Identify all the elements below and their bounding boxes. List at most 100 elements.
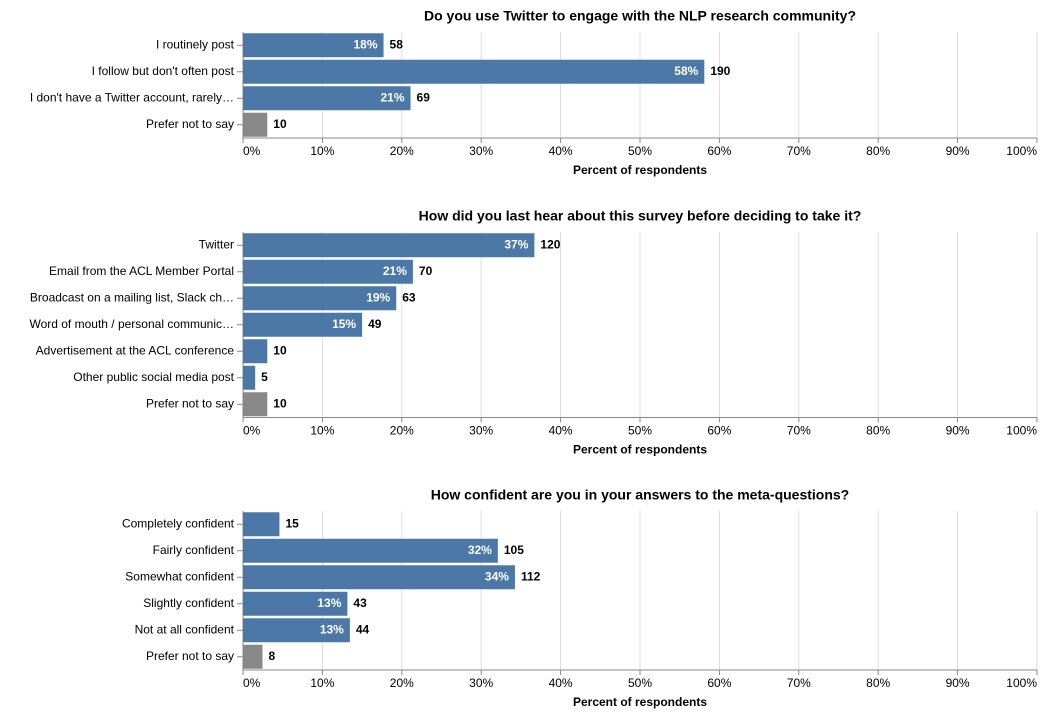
y-tick-label: Word of mouth / personal communic…	[29, 317, 234, 331]
value-label: 15%	[332, 317, 356, 331]
count-label: 70	[419, 264, 433, 278]
x-tick-label: 100%	[1006, 424, 1037, 438]
bar	[243, 112, 268, 137]
x-tick-label: 10%	[310, 144, 334, 158]
y-tick-label: Somewhat confident	[125, 569, 234, 583]
x-tick-label: 90%	[946, 424, 970, 438]
x-tick-label: 100%	[1006, 676, 1037, 690]
bar	[243, 33, 384, 58]
bar	[243, 512, 280, 537]
chart-title: How did you last hear about this survey …	[419, 208, 862, 224]
count-label: 105	[504, 543, 524, 557]
bar	[243, 233, 535, 258]
value-label: 13%	[320, 622, 344, 636]
bar	[243, 365, 256, 390]
x-tick-label: 100%	[1006, 144, 1037, 158]
x-tick-label: 10%	[310, 676, 334, 690]
x-tick-label: 50%	[628, 144, 652, 158]
x-tick-label: 20%	[390, 676, 414, 690]
y-tick-label: Completely confident	[122, 516, 235, 530]
value-label: 58%	[674, 64, 698, 78]
count-label: 10	[273, 343, 287, 357]
bar	[243, 86, 411, 111]
y-tick-label: Prefer not to say	[146, 396, 234, 410]
y-tick-label: Other public social media post	[73, 370, 234, 384]
x-tick-label: 30%	[469, 144, 493, 158]
count-label: 5	[261, 370, 268, 384]
y-tick-label: I routinely post	[156, 37, 235, 51]
bar	[243, 591, 348, 616]
x-tick-label: 10%	[310, 424, 334, 438]
bar	[243, 565, 515, 590]
count-label: 8	[268, 649, 275, 663]
value-label: 34%	[485, 569, 509, 583]
count-label: 43	[353, 596, 367, 610]
count-label: 190	[710, 64, 730, 78]
count-label: 49	[368, 317, 382, 331]
bar	[243, 312, 363, 337]
x-tick-label: 70%	[787, 424, 811, 438]
bar	[243, 59, 705, 84]
x-tick-label: 50%	[628, 676, 652, 690]
x-tick-label: 60%	[707, 144, 731, 158]
x-tick-label: 0%	[243, 144, 261, 158]
x-tick-label: 80%	[866, 676, 890, 690]
bar	[243, 259, 413, 284]
x-axis-title: Percent of respondents	[573, 695, 707, 709]
count-label: 10	[273, 396, 287, 410]
x-tick-label: 60%	[707, 676, 731, 690]
y-tick-label: Advertisement at the ACL conference	[36, 343, 235, 357]
chart-title: How confident are you in your answers to…	[431, 487, 850, 503]
x-tick-label: 90%	[946, 676, 970, 690]
x-tick-label: 80%	[866, 144, 890, 158]
x-tick-label: 20%	[390, 144, 414, 158]
x-tick-label: 60%	[707, 424, 731, 438]
x-tick-label: 20%	[390, 424, 414, 438]
y-tick-label: Prefer not to say	[146, 117, 234, 131]
x-tick-label: 0%	[243, 676, 261, 690]
x-tick-label: 70%	[787, 676, 811, 690]
bar	[243, 392, 268, 417]
count-label: 58	[390, 37, 404, 51]
x-tick-label: 40%	[549, 144, 573, 158]
value-label: 21%	[383, 264, 407, 278]
count-label: 112	[521, 569, 541, 583]
x-tick-label: 0%	[243, 424, 261, 438]
y-tick-label: Fairly confident	[153, 543, 235, 557]
y-tick-label: Broadcast on a mailing list, Slack ch…	[30, 290, 234, 304]
bar	[243, 618, 350, 643]
y-tick-label: Prefer not to say	[146, 649, 234, 663]
value-label: 37%	[504, 237, 528, 251]
count-label: 63	[402, 290, 416, 304]
y-tick-label: I follow but don't often post	[92, 64, 235, 78]
value-label: 19%	[366, 290, 390, 304]
x-axis-title: Percent of respondents	[573, 443, 707, 457]
count-label: 120	[540, 237, 560, 251]
value-label: 32%	[468, 543, 492, 557]
count-label: 44	[356, 622, 370, 636]
x-tick-label: 50%	[628, 424, 652, 438]
x-tick-label: 30%	[469, 676, 493, 690]
x-tick-label: 40%	[549, 676, 573, 690]
value-label: 13%	[317, 596, 341, 610]
x-axis-title: Percent of respondents	[573, 163, 707, 177]
y-tick-label: Not at all confident	[135, 622, 235, 636]
value-label: 21%	[381, 90, 405, 104]
x-tick-label: 40%	[549, 424, 573, 438]
y-tick-label: Slightly confident	[143, 596, 234, 610]
x-tick-label: 90%	[946, 144, 970, 158]
x-tick-label: 70%	[787, 144, 811, 158]
x-tick-label: 30%	[469, 424, 493, 438]
count-label: 10	[273, 117, 287, 131]
value-label: 18%	[354, 37, 378, 51]
y-tick-label: I don't have a Twitter account, rarely…	[30, 90, 234, 104]
count-label: 15	[285, 516, 299, 530]
bar	[243, 286, 397, 311]
bar	[243, 339, 268, 364]
count-label: 69	[417, 90, 431, 104]
chart-title: Do you use Twitter to engage with the NL…	[424, 8, 856, 24]
bar	[243, 538, 498, 563]
y-tick-label: Twitter	[199, 237, 234, 251]
x-tick-label: 80%	[866, 424, 890, 438]
